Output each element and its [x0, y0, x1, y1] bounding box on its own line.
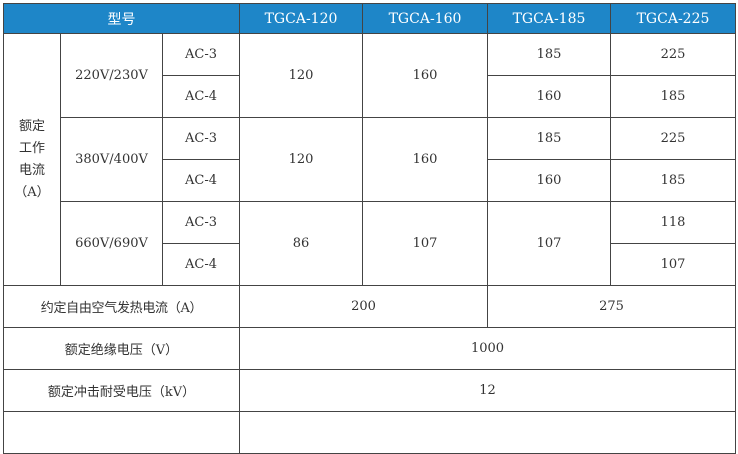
category-cell: AC-4 — [162, 243, 240, 286]
voltage-cell: 660V/690V — [60, 201, 163, 286]
value-cell: 107 — [487, 201, 611, 286]
value-cell: 200 — [239, 285, 488, 328]
value-cell: 107 — [610, 243, 736, 286]
rated-current-label: 额定 工作 电流 （A） — [3, 33, 61, 286]
category-cell: AC-4 — [162, 159, 240, 202]
model-tgca-160: TGCA-160 — [362, 3, 488, 34]
value-cell: 120 — [239, 33, 363, 118]
label-line: 电流 — [18, 162, 45, 178]
voltage-cell: 220V/230V — [60, 33, 163, 118]
value-cell: 185 — [610, 75, 736, 118]
category-cell: AC-4 — [162, 75, 240, 118]
label-line: 额定 — [18, 118, 45, 134]
value-cell: 185 — [610, 159, 736, 202]
table-row: AC-4 160 185 — [4, 159, 736, 202]
category-cell: AC-3 — [162, 117, 240, 160]
spec-table: 型号 TGCA-120 TGCA-160 TGCA-185 TGCA-225 额… — [3, 3, 736, 454]
value-cell: 160 — [487, 75, 611, 118]
value-cell: 120 — [239, 117, 363, 202]
table-row: 额定 工作 电流 （A） 220V/230V AC-3 120 160 185 … — [3, 33, 736, 286]
table-row: 380V/400V AC-3 120 160 185 225 — [4, 117, 736, 202]
model-tgca-225: TGCA-225 — [610, 3, 736, 34]
category-cell: AC-3 — [162, 33, 240, 76]
value-cell: 160 — [487, 159, 611, 202]
impulse-voltage-label: 额定冲击耐受电压（kV） — [3, 369, 240, 412]
value-cell: 118 — [610, 201, 736, 244]
value-cell: 86 — [239, 201, 363, 286]
table-row: 660V/690V AC-3 86 107 107 118 — [4, 201, 736, 286]
value-cell: 1000 — [239, 327, 736, 370]
thermal-current-row: 约定自由空气发热电流（A） 200 275 — [3, 285, 736, 328]
label-line: （A） — [14, 184, 50, 200]
model-header: 型号 — [3, 3, 240, 34]
value-cell: 275 — [487, 285, 736, 328]
value-cell: 12 — [239, 369, 736, 412]
model-tgca-185: TGCA-185 — [487, 3, 611, 34]
header-row: 型号 TGCA-120 TGCA-160 TGCA-185 TGCA-225 — [3, 3, 736, 34]
voltage-cell: 380V/400V — [60, 117, 163, 202]
value-cell: 160 — [362, 33, 488, 118]
model-tgca-120: TGCA-120 — [239, 3, 363, 34]
category-cell: AC-3 — [162, 201, 240, 244]
table-row: AC-4 160 185 — [4, 75, 736, 118]
table-row: AC-4 107 — [4, 243, 736, 286]
impulse-voltage-row: 额定冲击耐受电压（kV） 12 — [3, 369, 736, 412]
insulation-voltage-row: 额定绝缘电压（V） 1000 — [3, 327, 736, 370]
thermal-current-label: 约定自由空气发热电流（A） — [3, 285, 240, 328]
insulation-voltage-label: 额定绝缘电压（V） — [3, 327, 240, 370]
value-cell: 107 — [362, 201, 488, 286]
value-cell: 225 — [610, 33, 736, 76]
label-line: 工作 — [18, 140, 45, 156]
value-cell: 185 — [487, 117, 611, 160]
value-cell: 185 — [487, 33, 611, 76]
value-cell: 225 — [610, 117, 736, 160]
value-cell: 160 — [362, 117, 488, 202]
